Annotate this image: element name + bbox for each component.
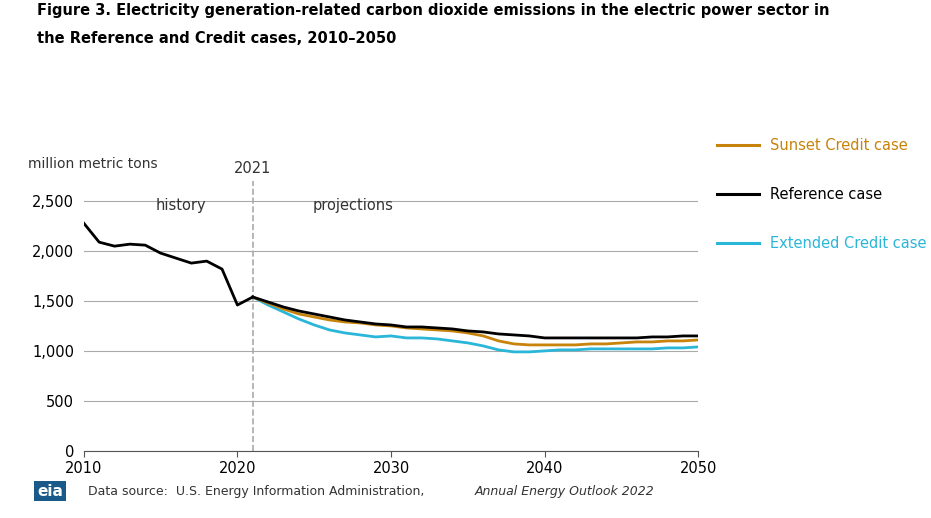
Text: eia: eia — [37, 484, 63, 498]
Text: 2021: 2021 — [234, 161, 272, 176]
Text: Sunset Credit case: Sunset Credit case — [770, 138, 908, 152]
Text: Figure 3. Electricity generation-related carbon dioxide emissions in the electri: Figure 3. Electricity generation-related… — [37, 3, 830, 18]
Text: history: history — [155, 198, 206, 213]
Text: million metric tons: million metric tons — [29, 156, 158, 170]
Text: Annual Energy Outlook 2022: Annual Energy Outlook 2022 — [475, 484, 654, 498]
Text: Data source:  U.S. Energy Information Administration,: Data source: U.S. Energy Information Adm… — [88, 484, 429, 498]
Text: Reference case: Reference case — [770, 187, 882, 202]
Text: the Reference and Credit cases, 2010–2050: the Reference and Credit cases, 2010–205… — [37, 31, 397, 46]
Text: projections: projections — [312, 198, 393, 213]
Text: Extended Credit case: Extended Credit case — [770, 236, 926, 251]
